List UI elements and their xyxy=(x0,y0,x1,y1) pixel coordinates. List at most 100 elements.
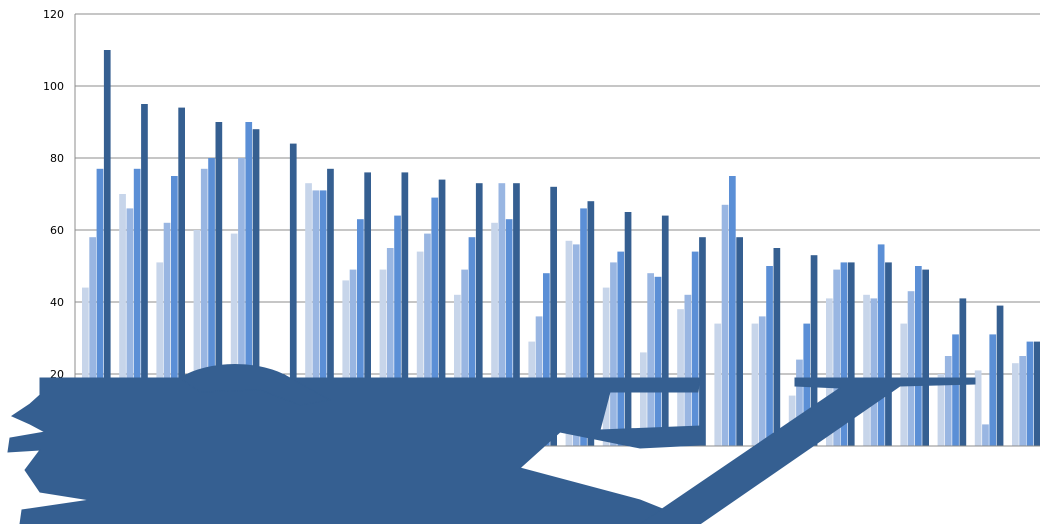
bar-series-2-group-5 xyxy=(238,158,245,446)
bar-series-2-group-20 xyxy=(796,359,803,446)
bar-series-3-group-23 xyxy=(915,266,922,446)
bar-series-3-group-22 xyxy=(877,244,885,446)
bar-series-1-group-4 xyxy=(193,230,201,446)
bar-series-3-group-10 xyxy=(431,197,439,446)
bar-series-4-group-14 xyxy=(587,201,595,446)
bar-series-2-group-25 xyxy=(982,424,989,446)
bar-series-2-group-3 xyxy=(163,222,171,446)
bar-series-2-group-21 xyxy=(833,269,840,446)
bar-series-2-group-14 xyxy=(572,244,580,446)
bar-series-4-group-12 xyxy=(513,183,520,446)
bar-series-4-group-10 xyxy=(438,179,446,446)
bar-series-3-group-19 xyxy=(766,266,773,446)
bar-series-4-group-20 xyxy=(810,255,818,446)
bar-series-3-group-7 xyxy=(319,190,327,446)
bar-series-4-group-13 xyxy=(550,186,557,447)
bar-series-2-group-19 xyxy=(758,316,766,446)
y-tick-label: 80 xyxy=(50,152,64,165)
bar-series-3-group-18 xyxy=(729,176,736,446)
bar-series-1-group-9 xyxy=(379,269,387,446)
bar-series-3-group-3 xyxy=(171,176,178,446)
bar-series-3-group-12 xyxy=(505,219,513,446)
bar-series-2-group-22 xyxy=(870,298,878,446)
overlay-scribble xyxy=(7,364,976,524)
bar-series-4-group-8 xyxy=(364,172,371,446)
y-tick-label: 100 xyxy=(43,80,64,93)
bar-series-1-group-11 xyxy=(454,294,461,446)
bar-series-1-group-14 xyxy=(565,240,573,446)
bar-series-2-group-12 xyxy=(498,183,506,446)
bar-series-1-group-3 xyxy=(156,262,164,446)
bar-series-3-group-15 xyxy=(617,251,625,446)
bar-series-3-group-5 xyxy=(245,122,253,446)
bar-series-2-group-2 xyxy=(126,208,134,446)
bar-series-3-group-26 xyxy=(1026,341,1034,446)
bar-series-2-group-24 xyxy=(944,356,952,446)
bar-series-4-group-25 xyxy=(996,305,1004,446)
bars xyxy=(82,50,1040,447)
bar-series-2-group-15 xyxy=(610,262,617,446)
bar-series-3-group-21 xyxy=(840,262,848,446)
bar-series-4-group-15 xyxy=(624,212,632,446)
bar-series-4-group-19 xyxy=(773,248,781,446)
bar-series-1-group-1 xyxy=(82,287,89,446)
bar-series-1-group-16 xyxy=(640,352,647,446)
bar-series-2-group-7 xyxy=(312,190,320,446)
bar-series-4-group-24 xyxy=(959,298,967,446)
bar-series-2-group-11 xyxy=(461,269,468,446)
bar-series-3-group-24 xyxy=(952,334,959,446)
bar-series-2-group-10 xyxy=(424,233,431,446)
bar-series-3-group-14 xyxy=(580,208,587,446)
bar-series-3-group-4 xyxy=(208,158,215,446)
bar-series-1-group-2 xyxy=(119,194,126,446)
bar-series-4-group-5 xyxy=(252,129,260,446)
bar-series-1-group-18 xyxy=(714,323,722,446)
bar-series-3-group-11 xyxy=(468,237,476,446)
bar-series-1-group-10 xyxy=(416,251,424,446)
bar-series-4-group-4 xyxy=(215,122,223,446)
bar-series-4-group-11 xyxy=(475,183,483,446)
bar-series-2-group-26 xyxy=(1019,356,1026,446)
bar-series-4-group-3 xyxy=(178,107,185,446)
bar-series-4-group-16 xyxy=(661,215,669,446)
bar-series-4-group-22 xyxy=(885,262,892,446)
bar-series-3-group-16 xyxy=(654,276,662,446)
bar-series-2-group-9 xyxy=(386,248,394,446)
bar-series-1-group-24 xyxy=(937,374,945,446)
bar-series-2-group-17 xyxy=(684,294,692,446)
bar-series-1-group-19 xyxy=(751,323,759,446)
bar-series-1-group-15 xyxy=(602,287,610,446)
bar-series-1-group-26 xyxy=(1012,363,1019,446)
y-tick-label: 120 xyxy=(43,8,64,21)
bar-series-1-group-22 xyxy=(863,294,870,446)
bar-series-1-group-12 xyxy=(491,222,498,446)
bar-series-3-group-2 xyxy=(133,168,141,447)
bar-series-4-group-23 xyxy=(922,269,929,446)
bar-series-4-group-2 xyxy=(141,104,148,446)
bar-series-2-group-8 xyxy=(349,269,357,446)
bar-series-3-group-8 xyxy=(357,219,364,446)
bar-series-3-group-1 xyxy=(96,168,104,447)
bar-series-2-group-16 xyxy=(647,273,654,446)
bar-series-1-group-7 xyxy=(305,183,312,446)
bar-series-2-group-18 xyxy=(721,204,729,446)
bar-series-4-group-26 xyxy=(1033,341,1040,446)
bar-series-4-group-21 xyxy=(847,262,855,446)
bar-series-3-group-17 xyxy=(691,251,699,446)
bar-series-3-group-25 xyxy=(989,334,997,446)
bar-series-4-group-18 xyxy=(736,237,743,446)
bar-series-4-group-6 xyxy=(289,143,297,446)
bar-series-4-group-1 xyxy=(103,50,111,446)
bar-series-3-group-9 xyxy=(394,215,401,446)
bar-series-3-group-13 xyxy=(543,273,550,446)
bar-series-1-group-21 xyxy=(826,298,833,446)
bar-series-1-group-5 xyxy=(230,233,238,446)
y-tick-label: 60 xyxy=(50,224,64,237)
bar-series-1-group-8 xyxy=(342,280,350,446)
bar-series-4-group-7 xyxy=(327,168,334,447)
bar-series-2-group-23 xyxy=(907,291,915,446)
bar-series-2-group-1 xyxy=(89,237,96,446)
bar-series-1-group-25 xyxy=(974,370,982,446)
